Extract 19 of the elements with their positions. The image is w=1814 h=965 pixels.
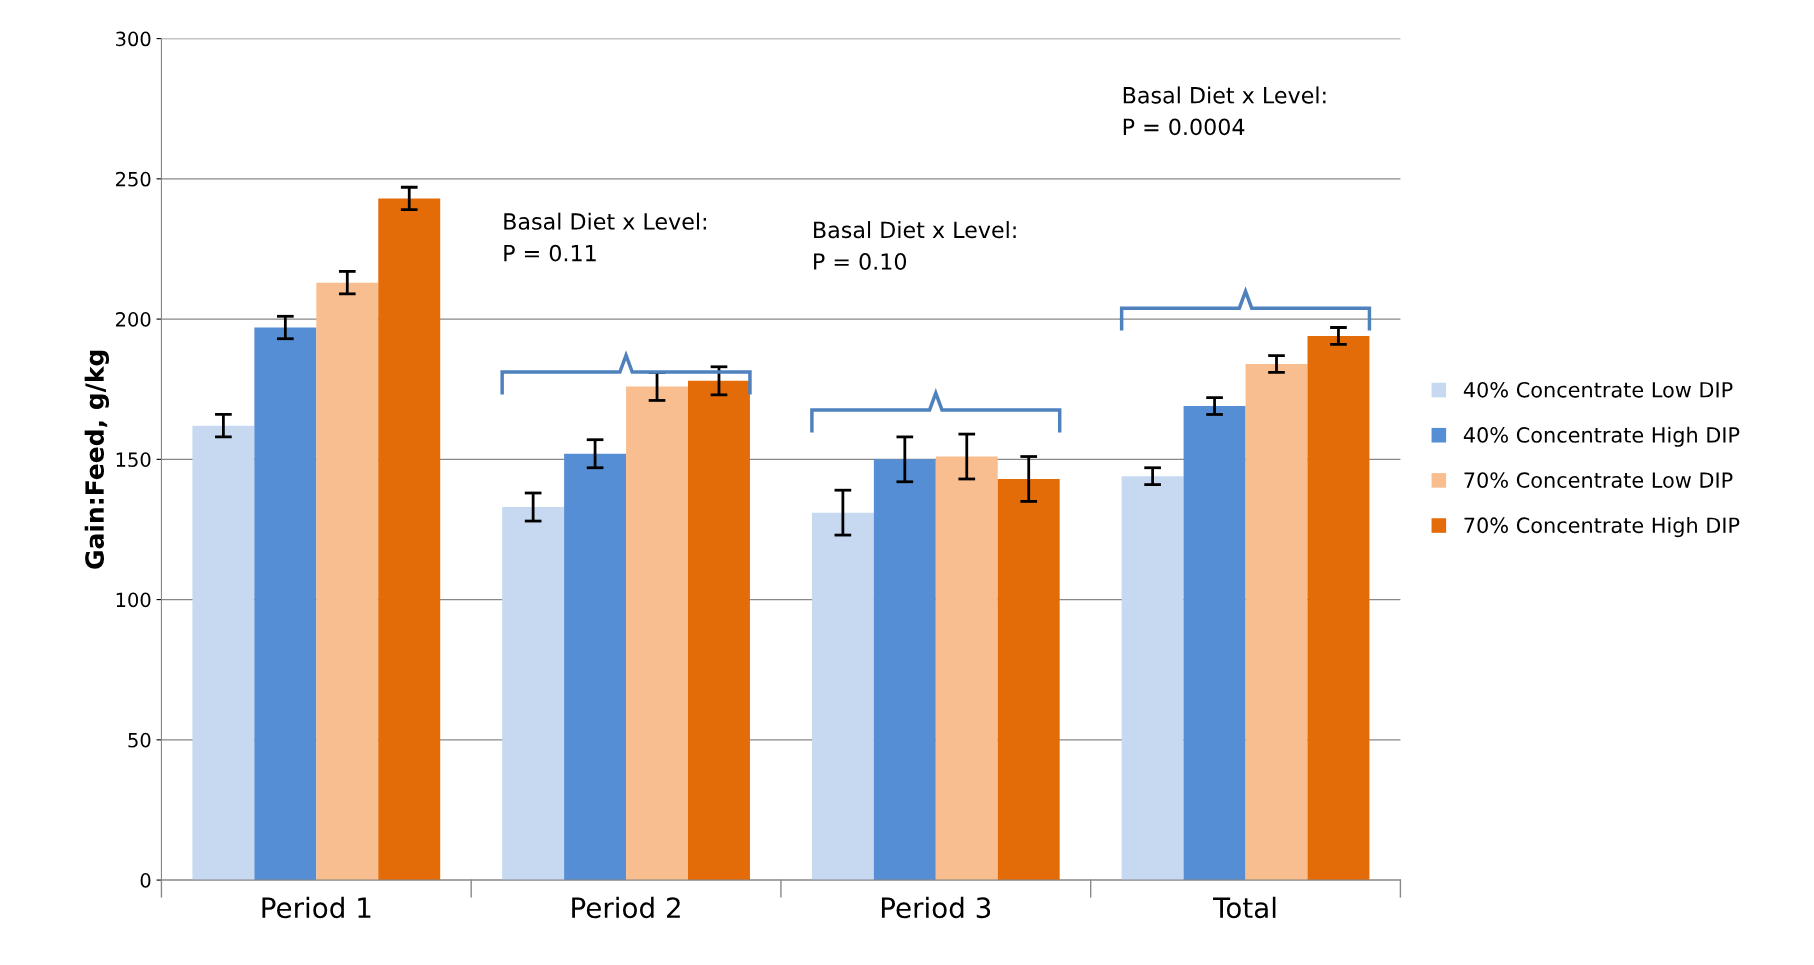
- annotation: Basal Diet x Level: P = 0.10: [814, 221, 1016, 270]
- legend-label: 40% Concentrate High DIP: [1463, 426, 1740, 447]
- legend-label: 70% Concentrate High DIP: [1464, 517, 1740, 538]
- y-axis-title: Gain:Feed, g/kg: [84, 350, 110, 569]
- annotation: Basal Diet x Level: P = 0.0004: [1123, 86, 1326, 136]
- annotation: Basal Diet x Level: P = 0.11: [504, 212, 706, 262]
- y-tick-label: 0: [140, 873, 151, 888]
- y-tick-label: 150: [116, 452, 151, 467]
- x-tick-label: Period 3: [881, 896, 991, 919]
- legend-label: 40% Concentrate Low DIP: [1463, 381, 1733, 398]
- y-tick-label: 200: [116, 312, 151, 327]
- x-tick-label: Period 1: [262, 896, 371, 919]
- y-tick-label: 250: [116, 171, 151, 187]
- x-tick-label: Total: [1213, 896, 1276, 919]
- x-tick-label: Period 2: [572, 896, 680, 919]
- y-tick-label: 300: [116, 31, 151, 47]
- y-tick-label: 50: [128, 732, 151, 748]
- legend-label: 70% Concentrate Low DIP: [1464, 472, 1733, 488]
- y-tick-label: 100: [116, 592, 151, 608]
